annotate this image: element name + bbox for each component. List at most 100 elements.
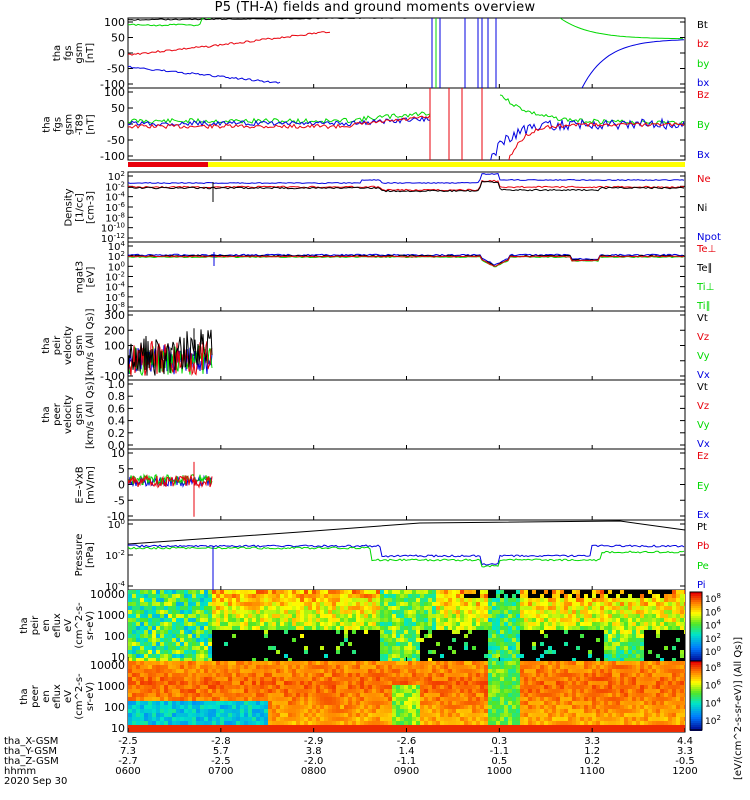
orbit-value: -2.0 (303, 756, 324, 767)
ytick-label: 50 (111, 102, 125, 115)
legend-fgs_gsm_dipole-0: Bz (697, 90, 710, 101)
colorbar-peer-frame (689, 660, 703, 731)
ytick-label: 10 (111, 651, 125, 664)
legend-fgs_gsm-3: bx (697, 78, 710, 89)
colorbar-tick: 108 (705, 592, 721, 605)
ytick-label: 5 (118, 463, 125, 476)
legend-temperature-1: Te∥ (697, 263, 713, 274)
ytick-label: 10-2 (105, 180, 125, 193)
legend-fgs_gsm_dipole-1: By (697, 120, 710, 131)
ylabel-fgs_gsm_dipole: tha fgs gsm -T89 [nT] (41, 113, 96, 135)
orbit-value: -2.9 (303, 736, 324, 747)
time-tick-label: 0700 (208, 766, 234, 777)
series-Bt (128, 18, 429, 21)
panel-frame-efield (127, 448, 686, 521)
ylabel-density: Density [1/cc] [cm-3] (63, 187, 96, 227)
panel-frame-fgs_gsm_dipole (127, 87, 686, 161)
series-By-recovery (499, 94, 684, 125)
ytick-label: 0 (118, 479, 125, 492)
legend-temperature-0: Te⊥ (697, 244, 717, 255)
ytick-label: 100 (104, 630, 125, 643)
panel-frame-fgs_gsm (127, 17, 686, 89)
ytick-label: -10 (107, 510, 125, 523)
ytick-label: 104 (108, 240, 126, 253)
ytick-label: -100 (100, 78, 125, 91)
ytick-label: 300 (104, 309, 125, 322)
ytick-label: 0 (118, 47, 125, 60)
ytick-label: -100 (100, 150, 125, 163)
ytick-label: 100 (104, 86, 125, 99)
ylabel-peir_spectrogram: tha peir en eflux eV (cm^2-s- sr-eV) (19, 602, 96, 649)
series-Bz (128, 114, 431, 130)
orbit-value: 3.3 (677, 746, 693, 757)
time-tick-label: 0600 (115, 766, 141, 777)
series-bx (128, 65, 281, 84)
time-tick-label: 1100 (579, 766, 605, 777)
orbit-value: -0.5 (675, 756, 695, 767)
ytick-label: 0.4 (108, 415, 126, 428)
ytick-label: 10 (111, 447, 125, 460)
series-bx-recovery (581, 39, 685, 88)
ytick-label: 100 (108, 518, 125, 531)
ytick-label: -50 (107, 63, 125, 76)
orbit-row-label: hhmm (4, 766, 37, 777)
legend-fgs_gsm_dipole-2: Bx (697, 150, 710, 161)
colorbar-peer (690, 661, 702, 731)
orbit-value: -2.6 (396, 736, 417, 747)
colorbar-title: [eV/(cm^2-s-sr-eV)] (All Qs)] (733, 636, 744, 780)
ylabel-temperature: mgat3 [eV] (74, 260, 96, 293)
legend-density-0: Ne (697, 174, 711, 185)
series-Pi (128, 544, 685, 566)
ylabel-efield: E=-VxB [mV/m] (74, 465, 96, 504)
orbit-value: 7.3 (120, 746, 136, 757)
ylabel-peer_velocity: tha peer velocity gsm [km/s (All Qs)] (41, 377, 96, 449)
legend-density-2: Npot (697, 232, 721, 243)
ytick-label: 10-2 (105, 549, 125, 562)
ytick-label: 0 (118, 118, 125, 131)
ytick-label: -5 (114, 494, 125, 507)
orbit-value: 3.3 (584, 736, 601, 747)
ytick-label: 100 (104, 340, 125, 353)
orbit-value: -2.5 (211, 756, 231, 767)
legend-temperature-2: Ti⊥ (697, 282, 715, 293)
legend-efield-0: Ez (697, 451, 709, 462)
legend-efield-2: Ex (697, 510, 710, 521)
series-Ey (128, 473, 213, 487)
ytick-label: 10-12 (101, 232, 125, 245)
legend-peer_velocity-3: Vx (697, 439, 710, 450)
mode-bar-slow (128, 162, 208, 167)
ytick-label: 10-6 (105, 201, 125, 214)
ylabel-peer_spectrogram: tha peer en eflux eV (cm^2-s- sr-eV) (19, 673, 96, 720)
legend-peir_velocity-2: Vy (697, 351, 710, 362)
ytick-label: 100 (104, 16, 125, 29)
series-Ne (128, 179, 685, 192)
ylabel-peir_velocity: tha peir velocity gsm [km/s (All Qs)] (41, 308, 96, 380)
orbit-value: 0.2 (584, 756, 601, 767)
ytick-label: 102 (108, 250, 125, 263)
ylabel-pressure: Pressure [nPa] (74, 533, 96, 577)
series-by (128, 18, 212, 27)
series-Vt (128, 329, 213, 376)
legend-pressure-1: Pb (697, 541, 710, 553)
legend-peir_velocity-0: Vt (697, 313, 708, 324)
ytick-label: 100 (104, 701, 125, 714)
orbit-value: 0.3 (491, 736, 508, 747)
spectrogram-peer_spectrogram (128, 661, 685, 732)
ytick-label: 0.2 (108, 427, 126, 440)
orbit-value: 3.8 (305, 746, 322, 757)
orbit-value: -2.7 (118, 756, 138, 767)
series-Te-par (128, 254, 685, 267)
ytick-label: 10 (111, 722, 125, 735)
legend-peer_velocity-0: Vt (697, 382, 708, 393)
legend-peir_velocity-3: Vx (697, 370, 710, 381)
panel-frame-peer_velocity (127, 379, 686, 450)
legend-fgs_gsm-0: Bt (697, 20, 708, 31)
orbit-value: 1.4 (398, 746, 415, 757)
ytick-label: 10-2 (105, 271, 125, 284)
legend-peir_velocity-1: Vz (697, 332, 710, 343)
ytick-label: 10-6 (105, 291, 125, 304)
colorbar-tick: 108 (705, 661, 721, 674)
ytick-label: 10000 (90, 659, 125, 672)
series-Bz-recovery (508, 122, 685, 160)
